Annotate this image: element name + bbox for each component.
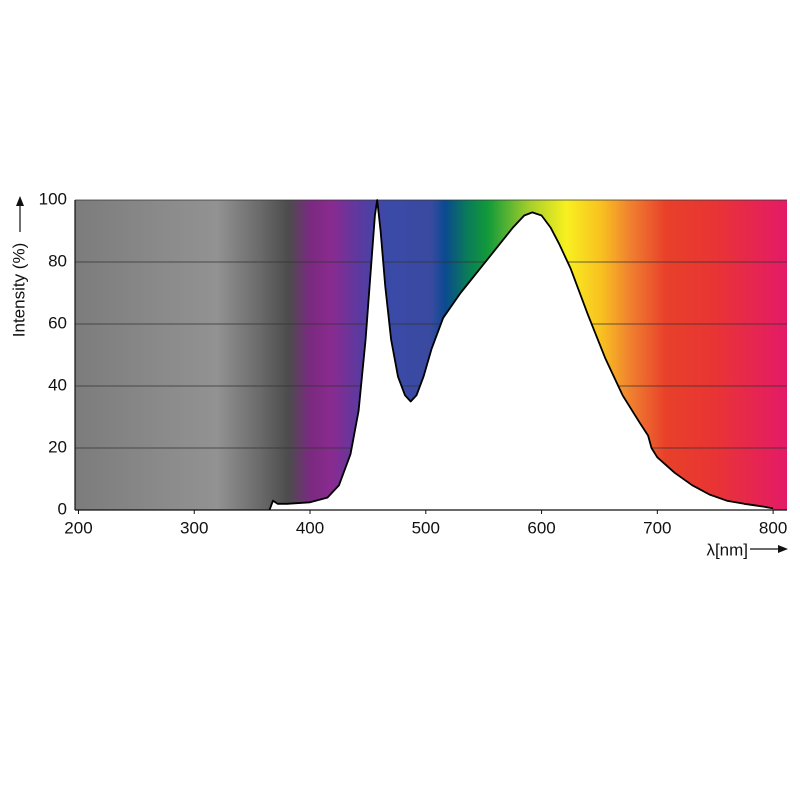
y-tick-label: 100: [39, 189, 67, 208]
x-tick-label: 300: [180, 518, 208, 537]
series-line: [268, 199, 774, 511]
y-tick-label: 60: [48, 313, 67, 332]
y-tick-label: 40: [48, 375, 67, 394]
y-tick-label: 0: [58, 499, 67, 518]
y-axis-label: Intensity (%): [9, 243, 28, 337]
x-tick-label: 500: [412, 518, 440, 537]
x-axis-arrow-head: [778, 545, 788, 553]
area-fill: [269, 200, 774, 510]
x-tick-label: 800: [759, 518, 787, 537]
x-axis-label: λ[nm]: [706, 540, 748, 559]
x-tick-label: 600: [527, 518, 555, 537]
x-tick-label: 200: [64, 518, 92, 537]
x-tick-label: 700: [643, 518, 671, 537]
y-tick-label: 20: [48, 437, 67, 456]
x-tick-label: 400: [296, 518, 324, 537]
y-tick-label: 80: [48, 251, 67, 270]
y-axis-arrow-head: [16, 196, 24, 206]
